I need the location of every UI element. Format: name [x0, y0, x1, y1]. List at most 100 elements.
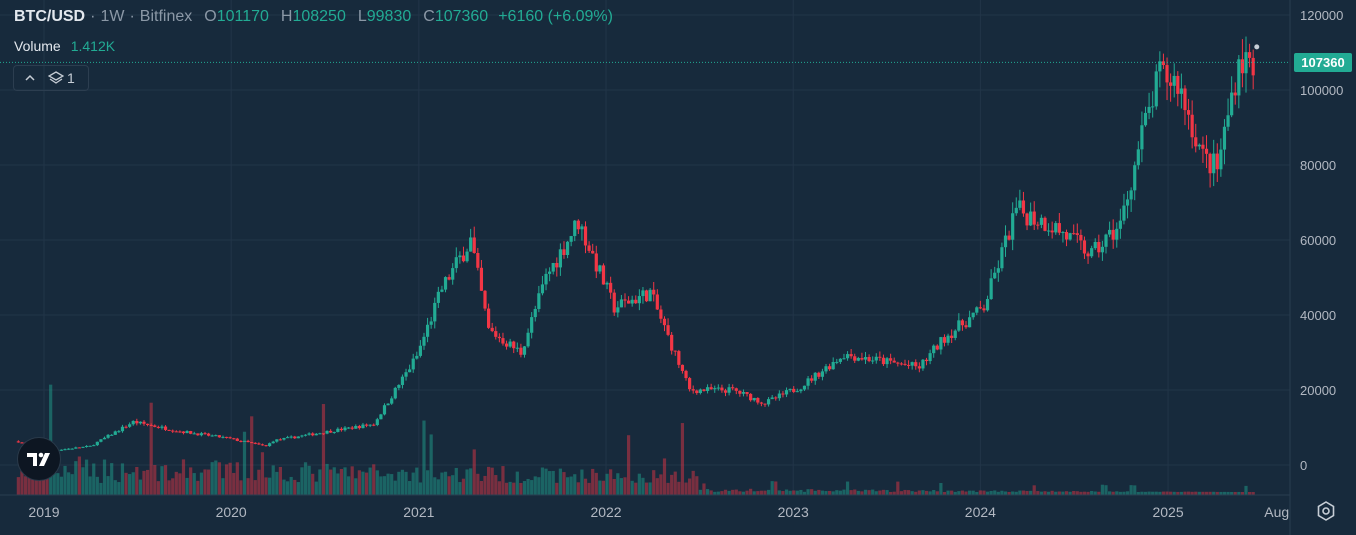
volume-bar — [530, 480, 534, 495]
volume-bar — [565, 477, 570, 495]
candle-body — [522, 346, 527, 355]
volume-bar — [99, 482, 103, 495]
volume-bar — [950, 490, 954, 495]
volume-bar — [1133, 485, 1137, 495]
volume-bar — [1147, 491, 1151, 495]
candle-body — [350, 427, 354, 429]
volume-bar — [960, 490, 965, 495]
interval-label[interactable]: 1W — [100, 8, 125, 25]
volume-bar — [472, 449, 476, 495]
candle-body — [960, 320, 965, 326]
candle-body — [583, 226, 588, 246]
volume-bar — [784, 489, 789, 495]
volume-bar — [415, 467, 419, 495]
volume-bar — [318, 469, 322, 495]
volume-bar — [985, 491, 990, 495]
volume-bar — [1151, 491, 1155, 495]
volume-bar — [1165, 491, 1169, 495]
tradingview-logo-icon[interactable] — [17, 437, 61, 481]
candle-body — [942, 337, 947, 343]
candle-body — [1003, 235, 1008, 248]
candle-body — [670, 334, 674, 351]
volume-bar — [993, 490, 997, 495]
volume-bar — [224, 464, 229, 495]
candle-body — [1244, 52, 1248, 74]
candle-body — [903, 363, 907, 365]
candle-body — [189, 431, 193, 434]
candle-body — [892, 360, 896, 363]
volume-bar — [189, 467, 193, 495]
candle-body — [749, 393, 753, 401]
volume-bar — [142, 470, 146, 495]
volume-bar — [411, 472, 415, 495]
time-axis[interactable]: 2019 2020 2021 2022 2023 2024 2025 Aug — [28, 504, 1289, 520]
volume-bar — [1244, 485, 1248, 495]
candle-body — [400, 376, 405, 385]
volume-bar — [774, 481, 778, 495]
candle-body — [1064, 232, 1069, 240]
volume-bar — [113, 480, 117, 495]
candle-body — [386, 403, 390, 406]
volume-bar — [1111, 491, 1115, 495]
volume-bar — [1169, 491, 1173, 495]
volume-bar — [655, 478, 659, 495]
low-key: L — [357, 8, 367, 25]
last-price-dot — [1253, 43, 1261, 51]
volume-bar — [436, 479, 440, 495]
volume-bar — [476, 473, 480, 495]
volume-bar — [102, 459, 107, 495]
candle-body — [1122, 205, 1126, 221]
candle-body — [458, 255, 462, 258]
price-axis[interactable]: 0 20000 40000 60000 80000 100000 120000 — [1300, 8, 1343, 473]
candle-body — [939, 337, 943, 350]
volume-bar — [612, 479, 616, 495]
volume-bar — [587, 482, 591, 495]
candle-body — [705, 387, 710, 391]
candle-body — [1072, 233, 1076, 235]
volume-bar — [939, 482, 943, 495]
volume-bar — [465, 469, 469, 495]
price-tick-label: 20000 — [1300, 383, 1336, 398]
chevron-up-icon[interactable] — [24, 72, 36, 84]
volume-bar — [759, 490, 764, 495]
volume-bar — [347, 476, 351, 495]
volume-bar — [688, 478, 692, 495]
candle-body — [339, 428, 344, 431]
volume-bar — [1161, 491, 1166, 495]
candle-body — [662, 318, 667, 326]
candle-body — [691, 389, 695, 391]
volume-bar — [1039, 491, 1043, 495]
volume-bar — [38, 473, 42, 495]
candle-body — [242, 440, 247, 442]
open-value: 101170 — [216, 8, 269, 25]
volume-bar — [275, 471, 279, 495]
volume-bar — [616, 473, 620, 495]
volume-legend[interactable]: Volume 1.412K — [14, 38, 115, 54]
indicators-toggle[interactable]: 1 — [13, 65, 89, 91]
volume-bar — [88, 476, 92, 495]
candle-body — [971, 312, 975, 318]
volume-bar — [1115, 491, 1119, 495]
candle-body — [77, 447, 81, 449]
settings-icon[interactable] — [1315, 500, 1337, 522]
time-tick-label: 2021 — [403, 504, 434, 520]
candle-body — [634, 299, 638, 304]
candle-body — [300, 435, 304, 437]
symbol-name[interactable]: BTC/USD — [14, 8, 86, 25]
candle-body — [1169, 82, 1173, 86]
candle-body — [16, 441, 20, 443]
candle-body — [723, 390, 728, 393]
candle-body — [860, 358, 864, 360]
candle-body — [160, 426, 164, 428]
candle-body — [1079, 234, 1083, 241]
volume-bar — [106, 476, 110, 495]
volume-bar — [228, 462, 232, 495]
candle-body — [1086, 253, 1090, 257]
candle-body — [368, 424, 372, 426]
candle-body — [817, 372, 821, 377]
candle-body — [282, 437, 286, 440]
volume-bar — [278, 466, 283, 495]
volume-bar — [92, 463, 96, 495]
candle-body — [799, 389, 803, 392]
